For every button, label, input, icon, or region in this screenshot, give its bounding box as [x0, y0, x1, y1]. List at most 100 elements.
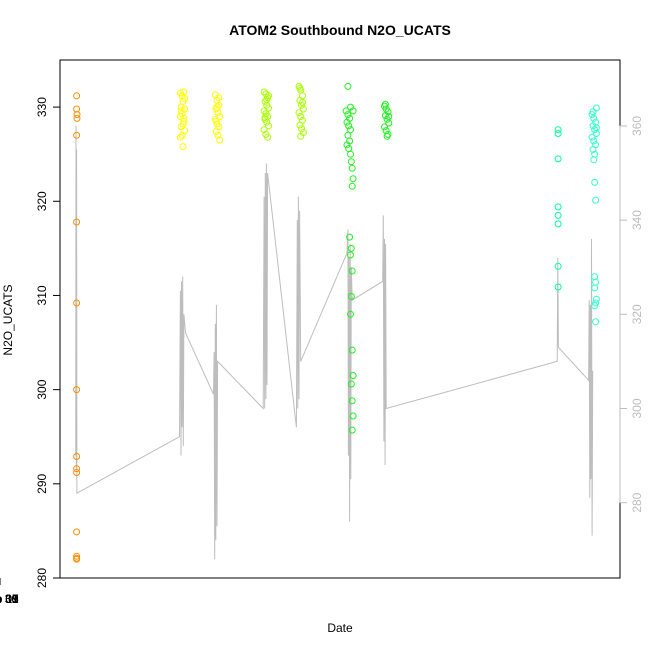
data-point — [73, 386, 81, 394]
x-tick-label: Feb 11 — [0, 592, 19, 606]
data-point — [343, 118, 351, 126]
data-point — [260, 88, 268, 96]
data-point — [214, 131, 222, 139]
data-point — [349, 372, 357, 379]
data-point — [181, 95, 189, 103]
data-point — [381, 123, 388, 131]
data-point — [344, 111, 352, 119]
data-point — [554, 211, 562, 219]
data-point — [73, 92, 81, 100]
data-point — [296, 84, 304, 92]
data-point — [554, 283, 562, 291]
y-axis-title: N2O_UCATS — [1, 284, 15, 355]
data-point — [347, 150, 354, 158]
data-point — [588, 133, 596, 141]
data-point — [592, 196, 600, 204]
data-point — [347, 126, 354, 134]
data-point — [263, 118, 271, 126]
data-point — [592, 104, 600, 112]
x-tick-label: Feb 07 — [0, 592, 19, 606]
data-point — [73, 552, 81, 560]
data-point — [346, 233, 354, 241]
data-point — [383, 132, 391, 140]
data-point — [213, 103, 221, 111]
data-point — [349, 175, 357, 183]
axes-layer: Jan 30Feb 01Feb 03Feb 05Feb 07Feb 09Feb … — [0, 97, 644, 606]
data-point — [591, 178, 599, 186]
secondary-trace-line — [75, 125, 594, 560]
data-point — [349, 412, 357, 420]
data-point — [554, 203, 562, 211]
y-tick-label: 280 — [35, 568, 49, 588]
data-point — [589, 108, 597, 116]
data-point — [348, 346, 356, 354]
data-point — [348, 426, 356, 434]
data-point — [590, 156, 598, 164]
data-point — [177, 123, 185, 131]
data-point — [347, 292, 355, 300]
data-point — [589, 146, 597, 153]
data-point — [592, 318, 600, 326]
data-point — [349, 107, 357, 115]
y-tick-label: 310 — [35, 285, 49, 305]
data-point — [212, 117, 220, 125]
data-point — [592, 295, 600, 303]
data-point — [73, 111, 81, 119]
data-point — [265, 122, 272, 130]
data-point — [592, 124, 600, 132]
x-tick-label: Feb 01 — [0, 592, 19, 606]
x-tick-label: Jan 30 — [0, 592, 18, 606]
y-tick-label: 290 — [35, 473, 49, 493]
x-tick-label: Feb 05 — [0, 592, 19, 606]
x-axis-title: Date — [327, 621, 353, 635]
data-point — [554, 126, 562, 134]
data-point — [178, 131, 186, 139]
data-point — [298, 125, 306, 133]
data-point — [296, 121, 304, 129]
data-point — [299, 105, 307, 113]
data-point — [73, 114, 81, 122]
data-point — [348, 267, 356, 275]
data-point — [215, 94, 223, 102]
data-point — [385, 119, 393, 127]
data-point — [264, 133, 272, 141]
y2-tick-label: 320 — [630, 304, 644, 324]
data-point — [297, 132, 305, 140]
data-point — [212, 128, 220, 136]
y-tick-label: 330 — [35, 97, 49, 117]
data-point — [295, 109, 303, 117]
data-point — [348, 182, 356, 190]
data-point — [590, 137, 598, 145]
data-point — [554, 155, 562, 163]
secondary-trace-layer — [75, 125, 594, 560]
data-point — [73, 131, 81, 139]
data-point — [177, 103, 185, 111]
data-point — [299, 98, 306, 106]
data-point — [73, 528, 81, 536]
data-point — [591, 273, 599, 281]
data-point — [342, 107, 350, 115]
data-point — [590, 114, 598, 122]
data-point — [554, 262, 562, 270]
data-point — [261, 97, 269, 105]
data-point — [589, 122, 597, 130]
data-point — [347, 380, 355, 388]
data-point — [216, 136, 224, 144]
plot-frame — [59, 59, 621, 579]
y-tick-label: 320 — [35, 191, 49, 211]
data-point — [345, 145, 353, 152]
data-point — [180, 88, 188, 96]
data-point — [554, 130, 562, 137]
x-tick-label: Feb 03 — [0, 592, 19, 606]
y-tick-label: 300 — [35, 379, 49, 399]
data-point — [592, 278, 600, 286]
data-point — [382, 127, 390, 135]
data-point — [73, 465, 81, 473]
data-point — [179, 143, 187, 151]
data-point — [385, 113, 393, 120]
data-point — [347, 251, 354, 259]
data-point — [347, 244, 355, 252]
data-point — [73, 555, 81, 563]
